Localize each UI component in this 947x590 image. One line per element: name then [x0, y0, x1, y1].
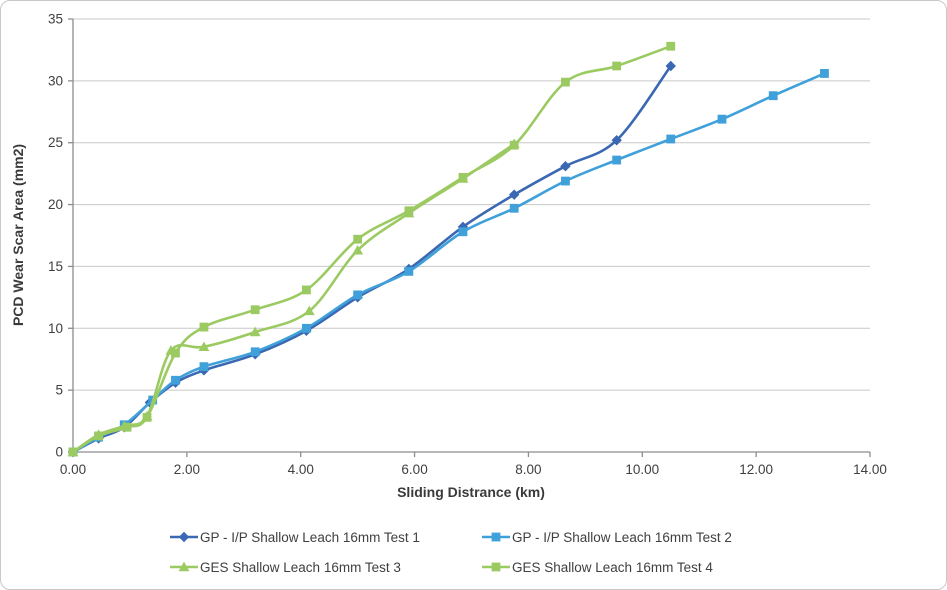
- square-marker: [199, 362, 209, 372]
- square-marker: [353, 290, 363, 300]
- x-tick-label: 12.00: [739, 462, 773, 477]
- legend-label: GP - I/P Shallow Leach 16mm Test 2: [512, 529, 732, 545]
- square-marker: [561, 77, 570, 87]
- square-marker: [458, 227, 468, 237]
- y-tick-label: 0: [55, 445, 63, 460]
- y-tick-label: 25: [48, 135, 63, 150]
- square-marker: [171, 348, 180, 358]
- triangle-marker: [198, 341, 210, 352]
- square-marker: [404, 206, 414, 216]
- tick-labels: 0.00 2.00 4.00 6.00 8.00 10.00 12.00 14.00 0 5 10 1…: [48, 12, 887, 478]
- x-tick-label: 8.00: [515, 462, 541, 477]
- legend-item-4: GES Shallow Leach 16mm Test 4: [481, 560, 793, 575]
- y-tick-label: 30: [48, 73, 63, 88]
- x-tick-label: 6.00: [401, 462, 427, 477]
- y-tick-label: 15: [48, 259, 63, 274]
- square-marker: [612, 155, 622, 165]
- square-marker: [717, 114, 727, 124]
- square-marker: [250, 305, 260, 315]
- x-tick-label: 0.00: [60, 462, 86, 477]
- legend-item-3: GES Shallow Leach 16mm Test 3: [169, 560, 481, 575]
- square-marker: [666, 134, 676, 144]
- triangle-marker: [249, 326, 261, 337]
- square-marker: [171, 375, 180, 385]
- triangle-marker: [352, 244, 364, 255]
- diamond-marker: [665, 60, 676, 72]
- x-tick-label: 10.00: [625, 462, 659, 477]
- square-marker: [666, 41, 676, 51]
- x-tick-label: 4.00: [288, 462, 314, 477]
- square-marker: [122, 422, 132, 432]
- square-legend-icon: [482, 562, 510, 572]
- square-marker: [68, 447, 78, 457]
- square-marker: [302, 285, 311, 295]
- y-tick-label: 5: [55, 383, 63, 398]
- series-2: [68, 69, 829, 457]
- diamond-marker: [508, 189, 520, 200]
- x-tick-label: 2.00: [174, 462, 200, 477]
- legend-label: GES Shallow Leach 16mm Test 4: [512, 559, 713, 575]
- square-marker: [820, 69, 829, 78]
- y-tick-label: 35: [48, 12, 63, 27]
- axes: [68, 18, 871, 457]
- y-tick-label: 20: [48, 197, 63, 212]
- square-marker: [94, 431, 104, 441]
- y-axis-title: PCD Wear Scar Area (mm2): [10, 144, 26, 326]
- square-marker: [768, 91, 778, 101]
- square-marker: [612, 61, 622, 71]
- triangle-legend-icon: [170, 561, 198, 572]
- diamond-marker: [611, 135, 622, 146]
- series-line-2: [71, 72, 826, 454]
- square-marker: [250, 347, 260, 357]
- diamond-legend-icon: [170, 531, 198, 543]
- triangle-marker: [303, 305, 315, 316]
- square-legend-icon: [482, 532, 510, 542]
- square-marker: [509, 203, 519, 213]
- square-marker: [458, 172, 468, 182]
- square-marker: [142, 412, 152, 422]
- x-axis-title: Sliding Distrance (km): [397, 484, 545, 500]
- legend: GP - I/P Shallow Leach 16mm Test 1 GP - I…: [169, 522, 809, 582]
- series-1: [67, 60, 676, 458]
- x-tick-label: 14.00: [853, 462, 887, 477]
- square-marker: [353, 234, 363, 244]
- series-4: [68, 41, 676, 457]
- square-marker: [302, 323, 311, 333]
- square-marker: [509, 140, 519, 150]
- series-line-1: [71, 64, 673, 454]
- square-marker: [199, 322, 209, 332]
- legend-item-2: GP - I/P Shallow Leach 16mm Test 2: [481, 530, 793, 545]
- series-layer: [67, 41, 829, 458]
- legend-label: GES Shallow Leach 16mm Test 3: [200, 559, 401, 575]
- diamond-marker: [560, 161, 571, 172]
- square-marker: [561, 176, 570, 186]
- legend-item-1: GP - I/P Shallow Leach 16mm Test 1: [169, 530, 481, 545]
- legend-label: GP - I/P Shallow Leach 16mm Test 1: [200, 529, 420, 545]
- y-tick-label: 10: [48, 321, 63, 336]
- square-marker: [404, 266, 414, 276]
